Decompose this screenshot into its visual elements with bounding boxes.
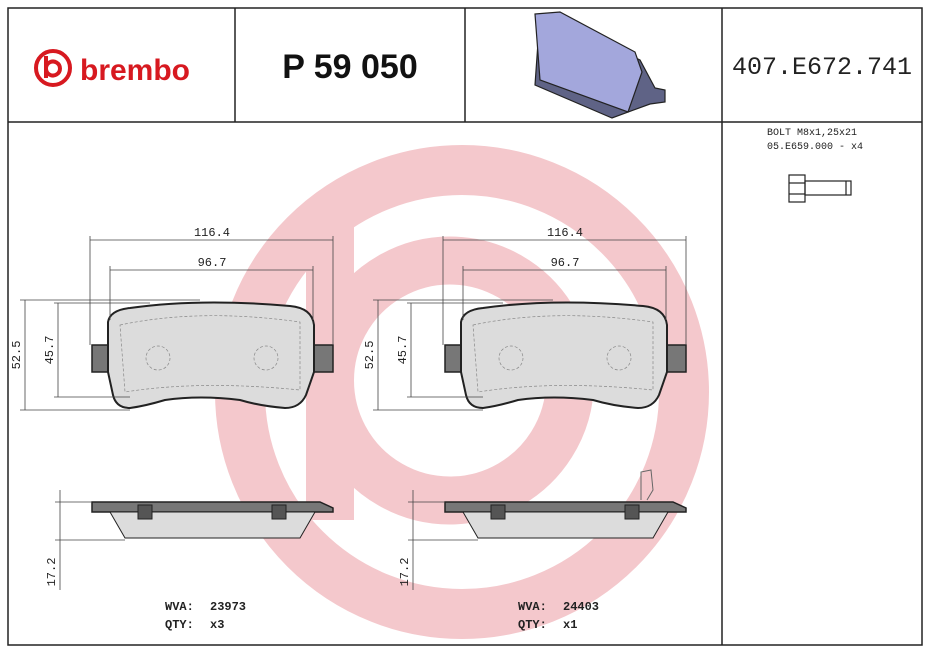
dimension-label: 116.4 xyxy=(194,226,230,240)
qty-value: x3 xyxy=(210,618,224,632)
friction-outline xyxy=(472,315,654,393)
dimension-label: 96.7 xyxy=(551,256,580,270)
bolt-code: 05.E659.000 - x4 xyxy=(767,142,863,153)
clip xyxy=(624,504,640,520)
brand-name: brembo xyxy=(80,54,190,87)
frame xyxy=(7,7,923,646)
dimension-label: 116.4 xyxy=(547,226,583,240)
clip xyxy=(137,504,153,520)
clip xyxy=(271,504,287,520)
reference-code: 407.E672.741 xyxy=(732,53,912,82)
clip xyxy=(490,504,506,520)
backing-plate xyxy=(91,501,334,513)
pad-hole xyxy=(145,345,171,371)
dimension-label: 52.5 xyxy=(10,341,24,370)
wva-label: WVA: xyxy=(518,600,547,614)
wva-number: 24403 xyxy=(563,600,599,614)
bolt-spec: BOLT M8x1,25x21 xyxy=(767,128,857,139)
qty-value: x1 xyxy=(563,618,577,632)
bolt-drawing xyxy=(788,174,852,203)
dimension-label: 52.5 xyxy=(363,341,377,370)
dimension-label: 17.2 xyxy=(398,558,412,587)
pad-hole xyxy=(498,345,524,371)
dimension-label: 96.7 xyxy=(198,256,227,270)
pad-ear xyxy=(311,344,334,373)
wva-number: 23973 xyxy=(210,600,246,614)
brand-logo: brembo xyxy=(34,49,190,87)
pad-drawing: 116.4 96.7 52.5 45.7 17.2 WVA: 23973 QTY: x3 xyxy=(10,226,334,632)
backing-plate xyxy=(444,501,687,513)
friction-block xyxy=(109,511,316,539)
wear-sensor xyxy=(640,469,654,501)
pad-drawing: 116.4 96.7 52.5 45.7 17.2 WVA: 24403 QTY: x1 xyxy=(363,226,687,632)
dimension-label: 45.7 xyxy=(396,336,410,365)
pad-outline xyxy=(460,301,668,410)
qty-label: QTY: xyxy=(165,618,194,632)
friction-outline xyxy=(119,315,301,393)
wva-label: WVA: xyxy=(165,600,194,614)
pad-outline xyxy=(107,301,315,410)
pad-picture xyxy=(534,11,666,119)
dimension-label: 45.7 xyxy=(43,336,57,365)
pad-hole xyxy=(606,345,632,371)
friction-block xyxy=(462,511,669,539)
dimension-label: 17.2 xyxy=(45,558,59,587)
qty-label: QTY: xyxy=(518,618,547,632)
part-number: P 59 050 xyxy=(282,48,418,86)
pad-hole xyxy=(253,345,279,371)
pad-ear xyxy=(664,344,687,373)
